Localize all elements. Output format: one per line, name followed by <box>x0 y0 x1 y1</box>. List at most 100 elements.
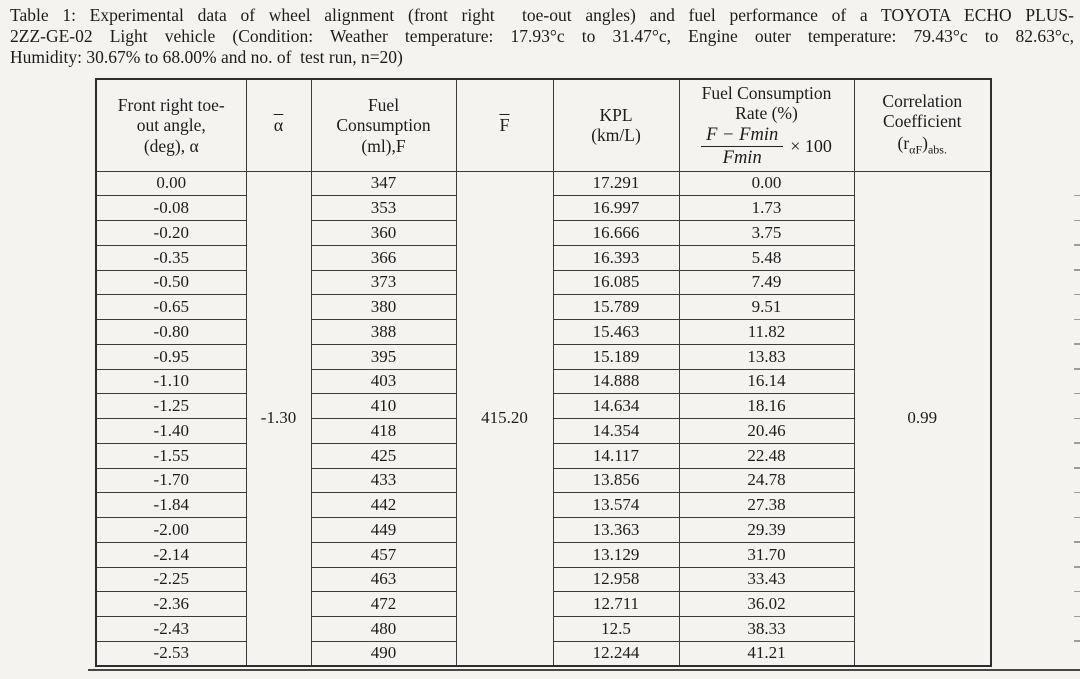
table-row: -0.35 366 16.393 5.48 <box>95 244 991 271</box>
cell-kpl: 12.711 <box>552 591 680 617</box>
table-row: -0.20 360 16.666 3.75 <box>95 220 991 246</box>
cell-fuel: 403 <box>310 368 457 395</box>
cell-kpl: 15.463 <box>552 319 680 345</box>
cell-angle: -0.20 <box>95 220 247 246</box>
cell-kpl: 12.244 <box>552 640 680 667</box>
header-angle-line: out angle, <box>136 115 206 135</box>
table-row: -1.10 403 14.888 16.14 <box>95 368 991 395</box>
edge-tick <box>1074 219 1080 221</box>
cell-kpl: 12.5 <box>552 616 680 642</box>
edge-tick <box>1074 343 1080 345</box>
rate-formula: F − Fmin Fmin × 100 <box>682 125 852 168</box>
cell-kpl: 13.574 <box>552 492 680 518</box>
cell-angle: -1.70 <box>95 467 247 494</box>
cell-fuel: 418 <box>310 418 457 444</box>
cell-fuel: 442 <box>310 492 457 518</box>
edge-tick <box>1074 491 1080 494</box>
cell-rate: 18.16 <box>678 393 855 419</box>
cell-fuel: 472 <box>310 591 457 617</box>
caption-line: Humidity: 30.67% to 68.00% and no. of te… <box>10 46 403 67</box>
cell-fuel: 463 <box>310 566 457 593</box>
cell-rate: 9.51 <box>678 294 855 320</box>
cell-rate: 22.48 <box>678 442 855 469</box>
cell-fuel: 457 <box>310 541 457 568</box>
cell-fuel: 347 <box>310 170 457 197</box>
cell-fuel: 449 <box>310 517 457 543</box>
edge-tick <box>1074 615 1080 617</box>
cell-angle: -2.53 <box>95 640 247 667</box>
edge-tick <box>1074 194 1080 197</box>
header-row: Front right toe- out angle, (deg), α α F… <box>95 78 992 172</box>
edge-tick <box>1074 541 1080 543</box>
data-table: Front right toe- out angle, (deg), α α F… <box>95 78 992 667</box>
cell-rate: 38.33 <box>678 616 855 642</box>
cell-angle: -2.14 <box>95 541 247 568</box>
cell-angle: -1.25 <box>95 393 247 419</box>
edge-tick <box>1074 417 1080 419</box>
table-row: 0.00 -1.30 347 415.20 17.291 0.00 0.99 <box>95 170 992 667</box>
table-row: -1.70 433 13.856 24.78 <box>95 467 991 494</box>
cell-rate: 5.48 <box>678 244 855 271</box>
cell-rate: 1.73 <box>678 195 855 221</box>
cell-fuel: 380 <box>310 294 457 320</box>
table-row: -0.95 395 15.189 13.83 <box>95 343 991 370</box>
cell-angle: -0.95 <box>95 343 247 370</box>
cell-angle: 0.00 <box>95 170 247 197</box>
edge-tick <box>1074 640 1080 642</box>
cell-rate: 16.14 <box>678 368 855 395</box>
cell-angle: -1.55 <box>95 442 247 469</box>
table-row: -2.00 449 13.363 29.39 <box>95 517 991 543</box>
edge-tick <box>1074 293 1080 296</box>
cell-kpl: 12.958 <box>552 566 680 593</box>
bottom-rule <box>88 669 1080 671</box>
cell-kpl: 17.291 <box>552 170 680 197</box>
cell-rate: 36.02 <box>678 591 855 617</box>
table-row: -1.55 425 14.117 22.48 <box>95 442 991 469</box>
header-correlation-line: Correlation <box>882 90 963 111</box>
table-row: -2.43 480 12.5 38.33 <box>95 616 991 642</box>
cell-fuel: 395 <box>310 343 457 370</box>
f-bar-symbol: F <box>499 115 510 135</box>
cell-fuel: 480 <box>310 616 457 642</box>
cell-kpl: 16.997 <box>552 195 680 221</box>
cell-rate: 29.39 <box>678 517 855 543</box>
cell-rate: 0.00 <box>678 170 855 197</box>
header-correlation: Correlation Coefficient (rαF)abs. <box>853 78 992 172</box>
cell-fuel: 373 <box>310 269 457 296</box>
edge-tick <box>1074 467 1080 469</box>
table-row: -1.84 442 13.574 27.38 <box>95 492 991 518</box>
header-f-mean: F <box>455 78 554 172</box>
caption-line: Table 1: Experimental data of wheel alig… <box>10 5 1074 25</box>
cell-kpl: 13.856 <box>552 467 680 494</box>
cell-rate: 31.70 <box>678 541 855 568</box>
header-kpl: KPL (km/L) <box>552 78 680 172</box>
cell-fuel: 360 <box>310 220 457 246</box>
edge-tick <box>1074 442 1080 444</box>
cell-rate: 33.43 <box>678 566 855 593</box>
cell-rate: 20.46 <box>678 418 855 444</box>
cell-kpl: 16.085 <box>552 269 680 296</box>
cell-fuel: 366 <box>310 244 457 271</box>
cell-kpl: 14.634 <box>552 393 680 419</box>
cell-rate: 41.21 <box>678 640 855 667</box>
cell-angle: -1.84 <box>95 492 247 518</box>
edge-tick <box>1074 318 1080 320</box>
cell-angle: -0.35 <box>95 244 247 271</box>
alpha-bar-symbol: α <box>273 115 284 135</box>
edge-tick <box>1074 590 1080 593</box>
edge-tick <box>1074 516 1080 518</box>
cell-rate: 11.82 <box>678 319 855 345</box>
correlation-symbol: (rαF)abs. <box>897 132 947 157</box>
header-kpl-line: (km/L) <box>591 125 641 146</box>
cell-fuel: 410 <box>310 393 457 419</box>
edge-tick <box>1074 244 1080 246</box>
cell-fuel: 425 <box>310 442 457 469</box>
cell-kpl: 15.789 <box>552 294 680 320</box>
table-row: -2.25 463 12.958 33.43 <box>95 566 991 593</box>
cell-angle: -2.25 <box>95 566 247 593</box>
table-row: -0.80 388 15.463 11.82 <box>95 319 991 345</box>
cell-rate: 13.83 <box>678 343 855 370</box>
edge-tick <box>1074 269 1080 271</box>
cell-kpl: 13.363 <box>552 517 680 543</box>
